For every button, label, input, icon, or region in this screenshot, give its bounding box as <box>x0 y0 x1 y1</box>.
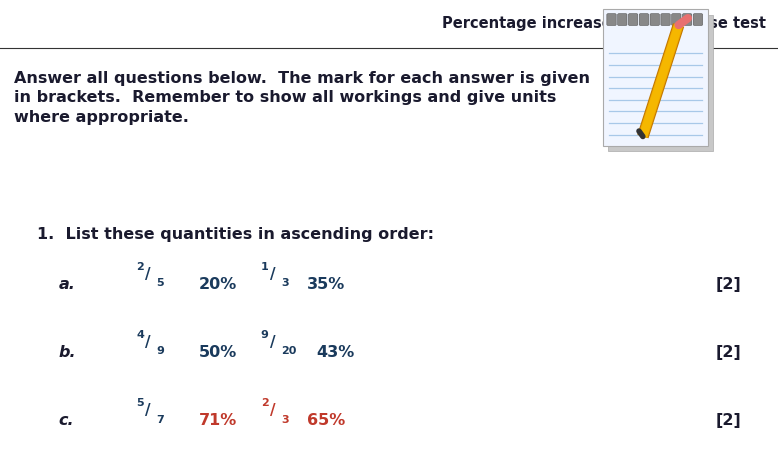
FancyBboxPatch shape <box>682 14 692 25</box>
Text: 20: 20 <box>281 346 296 356</box>
FancyBboxPatch shape <box>618 14 627 25</box>
Text: /: / <box>270 335 275 350</box>
Text: 7: 7 <box>156 415 164 425</box>
Text: 1.  List these quantities in ascending order:: 1. List these quantities in ascending or… <box>37 228 434 243</box>
FancyBboxPatch shape <box>671 14 681 25</box>
FancyBboxPatch shape <box>629 14 638 25</box>
FancyBboxPatch shape <box>650 14 660 25</box>
Text: Answer all questions below.  The mark for each answer is given
in brackets.  Rem: Answer all questions below. The mark for… <box>14 71 590 125</box>
FancyBboxPatch shape <box>608 15 713 151</box>
Text: c.: c. <box>58 414 74 428</box>
Text: 20%: 20% <box>198 277 237 292</box>
Text: 5: 5 <box>156 278 164 288</box>
Text: /: / <box>145 267 151 282</box>
Text: [2]: [2] <box>716 414 741 428</box>
Text: 3: 3 <box>281 415 289 425</box>
FancyBboxPatch shape <box>640 14 649 25</box>
FancyBboxPatch shape <box>661 14 670 25</box>
Text: 35%: 35% <box>307 277 345 292</box>
Text: 2: 2 <box>261 398 268 408</box>
Text: a.: a. <box>58 277 75 292</box>
Text: [2]: [2] <box>716 277 741 292</box>
Text: 65%: 65% <box>307 414 345 428</box>
Text: 1: 1 <box>261 262 268 272</box>
Text: 2: 2 <box>136 262 144 272</box>
Text: 5: 5 <box>136 398 144 408</box>
Text: 9: 9 <box>261 330 268 340</box>
Text: [2]: [2] <box>716 345 741 360</box>
Text: 71%: 71% <box>198 414 237 428</box>
Text: Percentage increase and decrease test: Percentage increase and decrease test <box>443 16 766 31</box>
Text: 4: 4 <box>136 330 144 340</box>
Text: /: / <box>270 403 275 418</box>
FancyBboxPatch shape <box>693 14 703 25</box>
FancyBboxPatch shape <box>603 9 708 146</box>
Text: 9: 9 <box>156 346 164 356</box>
Text: 50%: 50% <box>198 345 237 360</box>
Text: /: / <box>145 335 151 350</box>
Text: /: / <box>145 403 151 418</box>
Text: /: / <box>270 267 275 282</box>
FancyBboxPatch shape <box>607 14 616 25</box>
Text: 43%: 43% <box>317 345 355 360</box>
Text: b.: b. <box>58 345 76 360</box>
Text: 3: 3 <box>281 278 289 288</box>
